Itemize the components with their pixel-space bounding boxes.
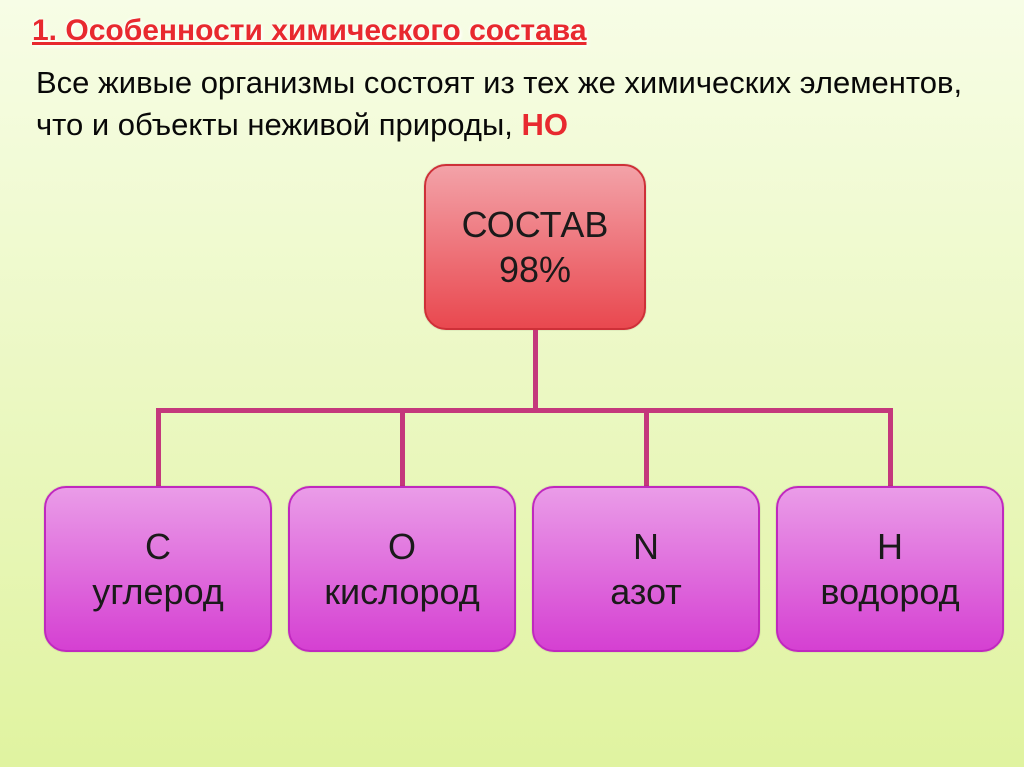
hierarchy-diagram: СОСТАВ 98% СуглеродОкислородNазотНводоро…	[28, 148, 996, 668]
slide-title: 1. Особенности химического состава	[28, 14, 996, 48]
connector-child-drop	[888, 408, 893, 486]
child-symbol: N	[633, 524, 659, 569]
connector-child-drop	[156, 408, 161, 486]
root-line1: СОСТАВ	[462, 202, 609, 247]
connector-bus	[156, 408, 893, 413]
connector-root-drop	[533, 330, 538, 413]
body-text: Все живые организмы состоят из тех же хи…	[28, 62, 996, 146]
child-name: кислород	[324, 569, 480, 614]
body-emphasis: НО	[521, 107, 568, 142]
root-line2: 98%	[499, 247, 571, 292]
child-symbol: С	[145, 524, 171, 569]
root-node: СОСТАВ 98%	[424, 164, 646, 330]
connector-child-drop	[644, 408, 649, 486]
body-before: Все живые организмы состоят из тех же хи…	[36, 65, 962, 142]
child-node: Суглерод	[44, 486, 272, 652]
connector-child-drop	[400, 408, 405, 486]
child-symbol: О	[388, 524, 416, 569]
child-node: Нводород	[776, 486, 1004, 652]
child-name: водород	[820, 569, 959, 614]
child-node: Nазот	[532, 486, 760, 652]
child-name: азот	[610, 569, 681, 614]
child-name: углерод	[92, 569, 224, 614]
slide: 1. Особенности химического состава Все ж…	[0, 0, 1024, 767]
child-symbol: Н	[877, 524, 903, 569]
child-node: Окислород	[288, 486, 516, 652]
